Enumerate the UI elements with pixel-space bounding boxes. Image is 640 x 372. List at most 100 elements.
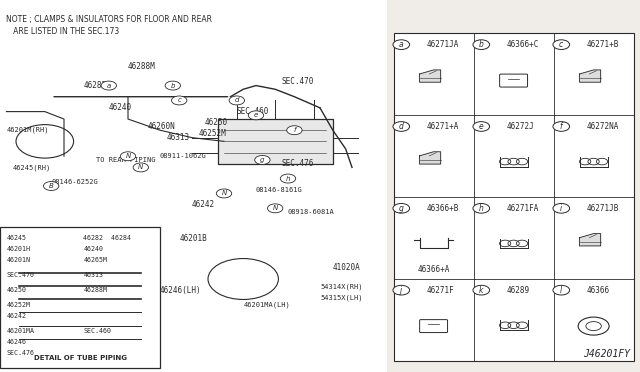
Text: 46366+A: 46366+A [417,265,450,274]
Text: a: a [107,83,111,89]
Text: c: c [559,40,563,49]
Polygon shape [420,70,440,82]
Text: 46245(RH): 46245(RH) [13,164,51,171]
Text: SEC.476: SEC.476 [282,159,314,168]
Text: B: B [49,183,54,189]
Text: N: N [273,205,278,211]
Text: c: c [177,97,181,103]
Text: g: g [399,204,404,213]
Text: h: h [479,204,484,213]
Circle shape [553,203,570,213]
Text: SEC.476: SEC.476 [6,350,35,356]
Text: 46271+A: 46271+A [427,122,460,131]
Text: 46288M: 46288M [83,287,108,293]
Text: 46240: 46240 [109,103,132,112]
Circle shape [393,122,410,131]
Text: b: b [170,83,175,89]
Text: 46201H: 46201H [6,246,31,252]
Text: 46245: 46245 [6,235,26,241]
Bar [0,227,160,368]
Circle shape [44,182,59,190]
Text: 46288M: 46288M [128,62,156,71]
Text: 46271JA: 46271JA [427,40,460,49]
Text: 54314X(RH): 54314X(RH) [320,283,362,290]
Text: 46260N: 46260N [147,122,175,131]
Text: 46289: 46289 [507,286,530,295]
Text: h: h [285,176,291,182]
Text: 46252M: 46252M [198,129,226,138]
Text: d: d [234,97,239,103]
Circle shape [473,40,490,49]
Text: 46271JB: 46271JB [587,204,620,213]
Text: d: d [399,122,404,131]
Circle shape [229,96,244,105]
Circle shape [473,122,490,131]
Text: 46250: 46250 [205,118,228,127]
Text: N: N [138,164,143,170]
Text: 08911-1062G: 08911-1062G [160,153,207,159]
Text: 46201MA: 46201MA [6,328,35,334]
Circle shape [280,174,296,183]
Text: N: N [125,153,131,159]
Circle shape [120,152,136,161]
Text: SEC.460: SEC.460 [237,107,269,116]
Polygon shape [420,152,440,164]
Circle shape [268,204,283,213]
Text: f: f [293,127,296,133]
Circle shape [172,96,187,105]
Text: 46366+C: 46366+C [507,40,540,49]
Text: SEC.460: SEC.460 [83,328,111,334]
Circle shape [393,40,410,49]
Text: g: g [260,157,265,163]
Text: 46271F: 46271F [427,286,454,295]
Text: e: e [254,112,258,118]
Text: i: i [560,204,563,213]
Text: 46282: 46282 [83,81,106,90]
Text: N: N [221,190,227,196]
Text: 46252M: 46252M [6,302,31,308]
Text: TO REAR PIPING: TO REAR PIPING [96,157,156,163]
Text: 46201B: 46201B [179,234,207,243]
Bar [394,33,634,361]
Text: j: j [400,286,403,295]
Text: SEC.470: SEC.470 [282,77,314,86]
Text: 08146-8161G: 08146-8161G [256,187,303,193]
Text: 46313: 46313 [83,272,103,278]
Circle shape [248,111,264,120]
Text: 46265M: 46265M [83,257,108,263]
Bar [0,0,387,372]
Text: 46366+B: 46366+B [427,204,460,213]
Circle shape [393,285,410,295]
Text: 46272J: 46272J [507,122,534,131]
Text: 46250: 46250 [6,287,26,293]
Circle shape [553,40,570,49]
Text: SEC.470: SEC.470 [6,272,35,278]
Text: 46246(LH): 46246(LH) [160,286,202,295]
Text: 08918-6081A: 08918-6081A [288,209,335,215]
Bar [218,119,333,164]
Circle shape [216,189,232,198]
Circle shape [101,81,116,90]
Text: 46282  46284: 46282 46284 [83,235,131,241]
Text: f: f [560,122,563,131]
Text: 46366: 46366 [587,286,610,295]
Circle shape [393,203,410,213]
Polygon shape [580,234,600,246]
Text: 46313: 46313 [166,133,189,142]
Text: k: k [479,286,483,295]
Text: 54315X(LH): 54315X(LH) [320,294,362,301]
FancyBboxPatch shape [420,320,447,333]
Circle shape [473,203,490,213]
Circle shape [473,285,490,295]
Text: 46246: 46246 [6,339,26,345]
Text: 08146-6252G: 08146-6252G [51,179,98,185]
Text: 46240: 46240 [83,246,103,252]
Text: e: e [479,122,484,131]
Circle shape [553,122,570,131]
Text: DETAIL OF TUBE PIPING: DETAIL OF TUBE PIPING [33,355,127,361]
Circle shape [255,155,270,164]
Text: 46201M(RH): 46201M(RH) [6,127,49,134]
Text: 46242: 46242 [6,313,26,319]
Text: 46201N: 46201N [6,257,31,263]
Text: 46272NA: 46272NA [587,122,620,131]
